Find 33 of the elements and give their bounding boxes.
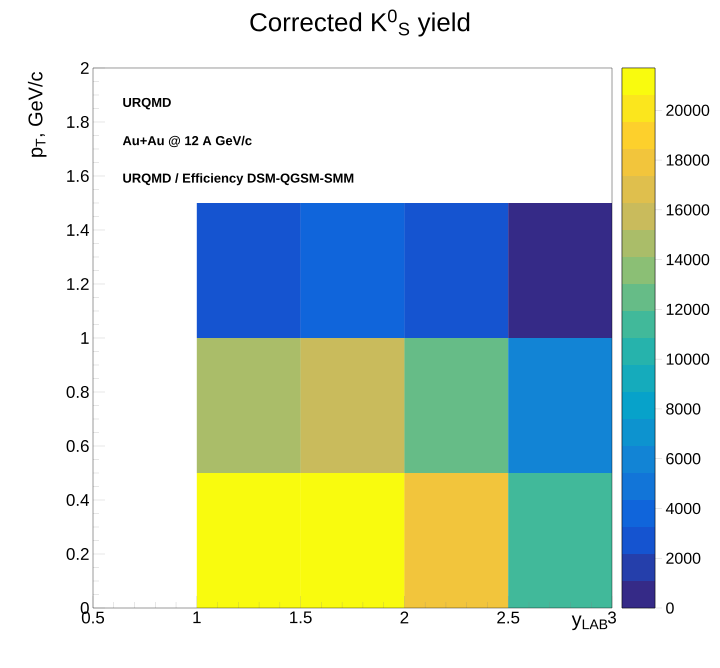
annotation: Au+Au @ 12 A GeV/c — [122, 136, 252, 148]
y-tick-label: 0.8 — [66, 386, 89, 398]
annotation: URQMD / Efficiency DSM-QGSM-SMM — [123, 173, 354, 186]
annotation: URQMD — [123, 98, 171, 110]
color-bar-label: 20000 — [666, 104, 710, 116]
x-tick-label: 2 — [400, 612, 408, 624]
x-tick-label: 2.5 — [497, 612, 520, 624]
x-tick-label: 1 — [193, 612, 201, 624]
color-bar-label: 2000 — [666, 552, 700, 564]
y-tick-label: 0.4 — [66, 494, 89, 506]
color-bar-label: 0 — [666, 602, 674, 614]
y-axis-title: p$_{T}$, GeV/c — [28, 72, 46, 157]
x-tick-label: 1.5 — [290, 612, 312, 624]
y-tick-label: 1.4 — [67, 224, 89, 236]
color-bar-label: 8000 — [666, 403, 700, 415]
color-bar-label: 16000 — [666, 204, 710, 216]
color-bar-label: 18000 — [666, 154, 710, 166]
color-bar-label: 4000 — [666, 502, 700, 514]
chart-title: Corrected K$^{0}$$_{S}$ yield — [250, 10, 470, 37]
y-tick-label: 1 — [81, 332, 89, 344]
color-bar-label: 14000 — [666, 254, 710, 266]
color-bar-label: 6000 — [666, 453, 700, 464]
y-tick-label: 1.2 — [67, 278, 89, 290]
x-axis-title: y$_{LAB}$ — [572, 616, 608, 630]
x-tick-label: 0.5 — [82, 612, 104, 624]
y-tick-label: 1.8 — [67, 116, 89, 128]
y-tick-label: 2 — [80, 62, 89, 74]
y-tick-label: 0.2 — [66, 548, 89, 560]
x-tick-label: 3 — [608, 612, 616, 624]
y-tick-label: 0.6 — [66, 440, 89, 452]
color-bar-label: 10000 — [666, 354, 710, 365]
color-bar-label: 12000 — [666, 304, 710, 316]
y-tick-label: 1.6 — [67, 170, 89, 182]
